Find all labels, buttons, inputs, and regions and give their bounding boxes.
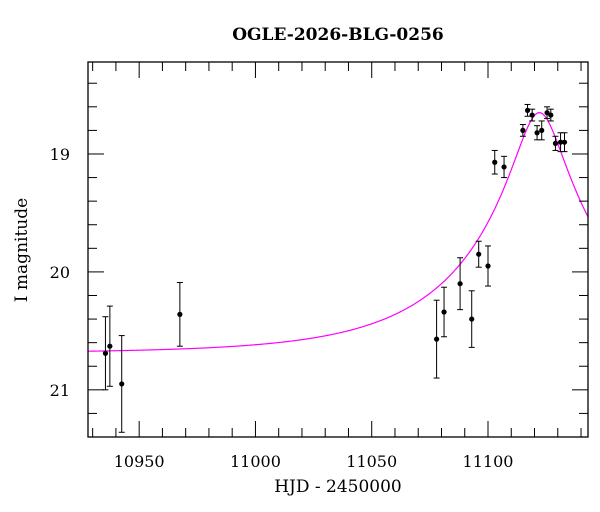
x-tick-label: 11000 [230,452,281,471]
data-point [106,305,113,387]
data-point [519,124,526,137]
model-curve [87,112,589,352]
data-point [457,257,464,311]
y-tick-label: 19 [50,145,70,164]
data-marker [177,311,183,317]
data-point [485,245,491,287]
data-point [433,299,440,379]
data-point [501,155,508,179]
data-point [475,240,482,268]
data-marker [441,309,447,315]
y-tick-label: 21 [50,381,70,400]
data-marker [520,127,526,133]
data-point [534,125,541,141]
data-marker [119,381,125,387]
data-marker [552,140,559,146]
chart-title: OGLE-2026-BLG-0256 [232,25,444,45]
data-points-layer [102,103,568,433]
data-marker [485,263,491,269]
data-point [529,108,536,122]
data-marker [534,130,540,136]
data-marker [476,251,482,257]
data-point [557,132,564,153]
data-marker [469,316,475,322]
data-point [547,108,554,122]
y-axis-label: I magnitude [12,198,32,302]
tick-labels: 10950 11000 11050 11100 19 20 21 [50,145,514,471]
data-point [468,290,475,348]
data-point [176,282,183,347]
data-point [544,106,551,120]
data-point [491,149,498,175]
data-point [441,286,448,338]
data-point [118,335,125,433]
data-point [102,316,109,391]
data-marker [524,107,531,113]
model-curve-layer [87,112,589,352]
data-point [538,120,545,141]
y-tick-label: 20 [50,263,70,282]
data-marker [557,139,564,145]
data-marker [492,159,498,165]
data-marker [529,112,535,118]
data-marker [434,336,440,342]
data-marker [457,281,463,287]
data-marker [107,343,113,349]
data-point [524,103,531,117]
data-marker [561,139,568,145]
x-tick-label: 11100 [463,452,514,471]
data-point [561,132,568,153]
plot-frame [87,61,589,438]
data-marker [501,164,507,170]
data-marker [102,350,109,356]
x-tick-label: 11050 [346,452,397,471]
data-point [552,135,559,151]
axis-ticks [88,62,588,438]
data-marker [539,127,545,133]
data-marker [548,112,554,118]
x-tick-label: 10950 [114,452,165,471]
x-axis-label: HJD - 2450000 [274,477,402,497]
data-marker [544,110,550,116]
